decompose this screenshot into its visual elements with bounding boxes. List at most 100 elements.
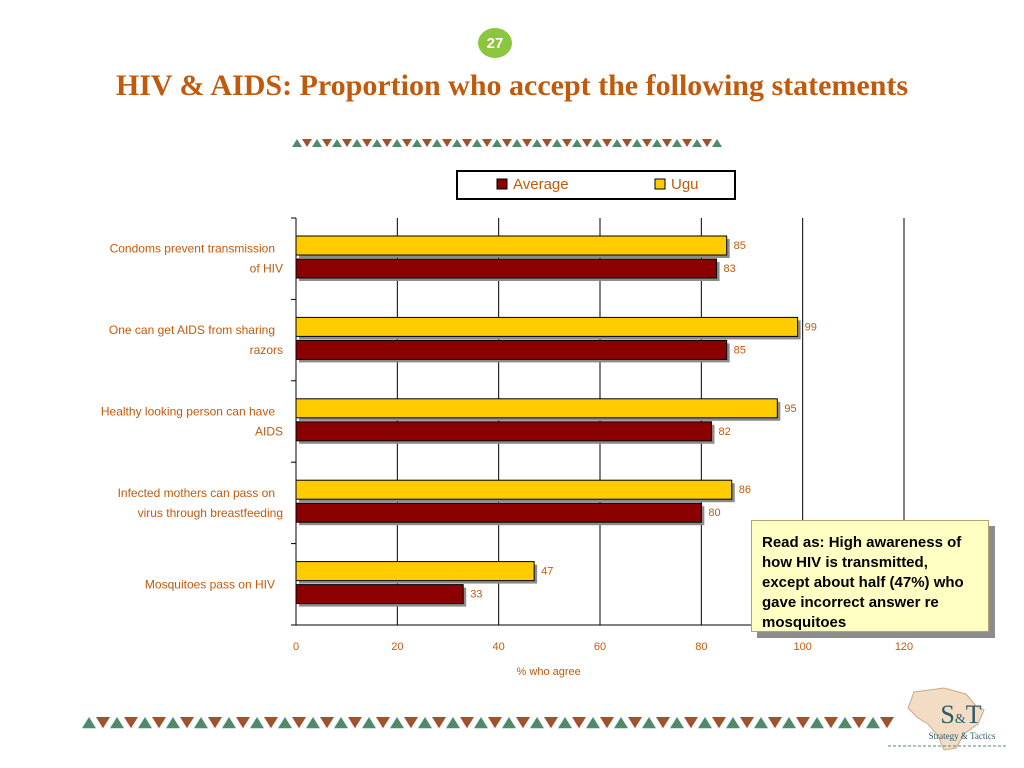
border-triangle [194, 717, 208, 729]
border-triangle [586, 717, 600, 729]
border-triangle [222, 717, 236, 729]
border-triangle [422, 139, 432, 147]
border-triangle [180, 717, 194, 729]
bar-ugu [295, 235, 728, 256]
border-triangle [656, 717, 670, 729]
border-triangle [292, 139, 302, 147]
border-triangle [600, 717, 614, 729]
x-tick-label: 0 [293, 641, 299, 653]
border-triangle [348, 717, 362, 729]
border-triangle [628, 717, 642, 729]
x-tick-label: 80 [695, 641, 707, 653]
bar-average [295, 258, 718, 279]
border-triangle [652, 139, 662, 147]
x-tick-label: 120 [895, 641, 913, 653]
border-triangle [572, 717, 586, 729]
border-triangle [472, 139, 482, 147]
border-triangle [342, 139, 352, 147]
border-triangle [768, 717, 782, 729]
border-triangle [462, 139, 472, 147]
x-tick-label: 60 [594, 641, 606, 653]
border-triangle [782, 717, 796, 729]
border-triangle [302, 139, 312, 147]
border-triangle [492, 139, 502, 147]
border-triangle [698, 717, 712, 729]
border-triangle [502, 717, 516, 729]
border-triangle [306, 717, 320, 729]
border-triangle [322, 139, 332, 147]
border-triangle [530, 717, 544, 729]
border-triangle [682, 139, 692, 147]
bar-ugu [295, 561, 535, 582]
border-triangle [516, 717, 530, 729]
legend-label: Average [513, 176, 569, 193]
border-triangle [642, 139, 652, 147]
border-triangle [208, 717, 222, 729]
border-triangle [712, 717, 726, 729]
border-triangle [712, 139, 722, 147]
border-triangle [582, 139, 592, 147]
border-triangle [390, 717, 404, 729]
border-triangle [810, 717, 824, 729]
border-triangle [622, 139, 632, 147]
border-triangle [412, 139, 422, 147]
data-label: 82 [718, 426, 730, 438]
border-triangle [452, 139, 462, 147]
bar-ugu [295, 398, 778, 419]
border-triangle [544, 717, 558, 729]
category-label: Condoms prevent transmission [110, 242, 275, 256]
border-triangle [312, 139, 322, 147]
category-label: Mosquitoes pass on HIV [145, 577, 275, 591]
border-triangle [402, 139, 412, 147]
border-triangle [632, 139, 642, 147]
legend-swatch [654, 178, 666, 190]
border-triangle [432, 139, 442, 147]
border-triangle [796, 717, 810, 729]
border-triangle [446, 717, 460, 729]
border-triangle [602, 139, 612, 147]
data-label: 99 [805, 321, 817, 333]
border-triangle [522, 139, 532, 147]
border-triangle [726, 717, 740, 729]
data-label: 86 [739, 484, 751, 496]
border-triangle [152, 717, 166, 729]
border-triangle [250, 717, 264, 729]
top-triangle-border [292, 139, 722, 147]
border-triangle [502, 139, 512, 147]
category-label: of HIV [250, 262, 283, 276]
border-triangle [404, 717, 418, 729]
slide-title: HIV & AIDS: Proportion who accept the fo… [115, 69, 909, 102]
category-label: Healthy looking person can have [101, 405, 275, 419]
border-triangle [392, 139, 402, 147]
border-triangle [292, 717, 306, 729]
logo-tagline: Strategy & Tactics [928, 731, 996, 741]
border-triangle [278, 717, 292, 729]
border-triangle [558, 717, 572, 729]
border-triangle [702, 139, 712, 147]
border-triangle [532, 139, 542, 147]
africa-map-logo-icon [884, 684, 1014, 754]
border-triangle [642, 717, 656, 729]
border-triangle [542, 139, 552, 147]
border-triangle [592, 139, 602, 147]
border-triangle [376, 717, 390, 729]
border-triangle [474, 717, 488, 729]
border-triangle [138, 717, 152, 729]
border-triangle [166, 717, 180, 729]
border-triangle [372, 139, 382, 147]
border-triangle [612, 139, 622, 147]
data-label: 85 [734, 240, 746, 252]
x-axis-label: % who agree [517, 666, 581, 678]
data-label: 83 [724, 263, 736, 275]
data-label: 85 [734, 344, 746, 356]
border-triangle [670, 717, 684, 729]
border-triangle [362, 717, 376, 729]
border-triangle [662, 139, 672, 147]
bar-ugu [295, 316, 799, 337]
border-triangle [432, 717, 446, 729]
border-triangle [110, 717, 124, 729]
bottom-triangle-border [82, 717, 894, 729]
border-triangle [614, 717, 628, 729]
data-label: 80 [708, 507, 720, 519]
